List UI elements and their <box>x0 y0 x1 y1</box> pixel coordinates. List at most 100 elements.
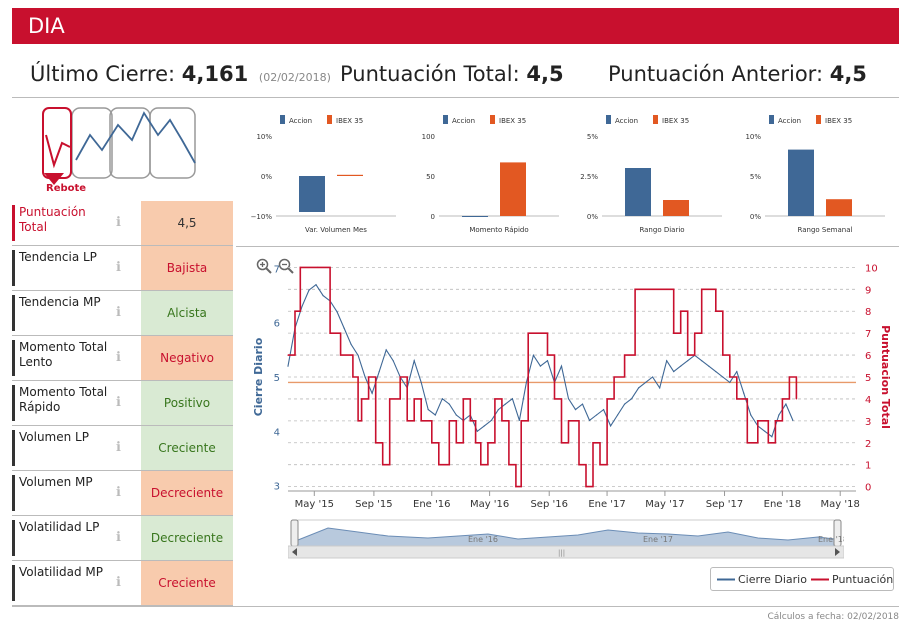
point-cierre <box>336 311 338 313</box>
indicator-label: Momento Total Rápido <box>12 385 112 421</box>
point-puntuacion <box>729 376 731 378</box>
y-tick-label: 5 <box>274 373 280 384</box>
mini-chart-volumen: Accion IBEX 35 10% 0% −10% Var. Volumen Mes <box>251 115 396 234</box>
previous-score: Puntuación Anterior: 4,5 <box>608 62 867 86</box>
point-cierre <box>574 408 577 411</box>
point-puntuacion <box>339 354 342 356</box>
point-cierre <box>764 430 766 432</box>
indicator-row: Momento Total Rápido ℹ Positivo <box>12 381 233 426</box>
mini-bar-ibex <box>337 174 363 176</box>
total-score-value: 4,5 <box>526 62 564 86</box>
point-cierre <box>602 408 605 411</box>
info-icon[interactable]: ℹ <box>116 530 121 545</box>
x-tick-label: Sep '15 <box>355 499 393 510</box>
mini-chart-title: Var. Volumen Mes <box>305 226 367 234</box>
indicator-list: Puntuación Total ℹ 4,5 Tendencia LP ℹ Bajista… <box>12 201 233 606</box>
point-puntuacion <box>613 376 615 378</box>
navigator-label: Ene '16 <box>468 535 498 544</box>
info-icon[interactable]: ℹ <box>116 395 121 410</box>
legend-ibex-label: IBEX 35 <box>662 117 689 125</box>
point-cierre <box>532 354 535 356</box>
indicator-value: Decreciente <box>141 516 233 560</box>
mini-y-tick: 5% <box>587 133 598 141</box>
x-tick-label: May '15 <box>295 499 334 510</box>
scroll-grip-icon[interactable]: ||| <box>558 549 565 557</box>
navigator-left-handle[interactable] <box>290 519 299 547</box>
legend-accion-swatch <box>280 115 285 124</box>
section-divider <box>236 246 899 247</box>
point-puntuacion <box>774 420 776 422</box>
point-cierre <box>301 305 303 308</box>
point-puntuacion <box>287 354 289 356</box>
point-cierre <box>581 403 584 405</box>
scroll-right-icon[interactable] <box>835 548 840 556</box>
previous-score-value: 4,5 <box>829 62 867 86</box>
point-puntuacion <box>480 464 482 466</box>
info-icon[interactable]: ℹ <box>116 305 121 320</box>
point-puntuacion <box>578 464 580 466</box>
point-puntuacion <box>599 464 601 466</box>
x-tick-label: May '18 <box>821 499 860 510</box>
zoom-out-icon[interactable] <box>278 258 294 274</box>
point-puntuacion <box>420 420 422 422</box>
point-puntuacion <box>592 442 594 444</box>
mini-bar-ibex <box>663 200 689 216</box>
info-icon[interactable]: ℹ <box>116 440 121 455</box>
y-axis-label: Cierre Diario <box>252 337 265 416</box>
point-puntuacion <box>431 442 433 444</box>
navigator-scrollbar[interactable] <box>288 545 844 559</box>
point-puntuacion <box>368 376 370 378</box>
mini-chart-title: Rango Diario <box>639 226 684 234</box>
mini-bar-accion <box>299 176 325 212</box>
point-puntuacion <box>448 420 450 422</box>
main-price-score-chart[interactable]: 0 1 2 3 4 5 6 7 8 9 10 3 4 5 6 7 Cierre Diario Puntuacion… <box>236 248 899 568</box>
mini-y-tick: 0% <box>261 173 272 181</box>
point-puntuacion <box>487 442 489 444</box>
point-cierre <box>287 365 289 367</box>
point-puntuacion <box>406 420 408 422</box>
point-cierre <box>616 414 619 416</box>
point-cierre <box>364 376 366 378</box>
mini-bar-ibex <box>500 162 526 216</box>
point-puntuacion <box>462 398 464 400</box>
x-tick-label: May '17 <box>645 499 684 510</box>
mini-y-tick: 0 <box>431 213 435 221</box>
legend-item-cierre[interactable]: Cierre Diario <box>738 573 807 586</box>
y2-tick-label: 5 <box>865 373 871 384</box>
mini-y-tick: 50 <box>426 173 435 181</box>
y-tick-label: 3 <box>274 482 280 493</box>
zoom-in-icon[interactable] <box>256 258 272 274</box>
info-icon[interactable]: ℹ <box>116 215 121 230</box>
range-navigator[interactable]: ||| Ene '16 Ene '17 Ene '18 <box>288 518 844 560</box>
info-icon[interactable]: ℹ <box>116 260 121 275</box>
point-cierre <box>609 425 612 427</box>
mini-bar-charts: Accion IBEX 35 10% 0% −10% Var. Volumen Mes A… <box>236 104 899 244</box>
point-puntuacion <box>361 398 363 400</box>
legend-item-puntuacion[interactable]: Puntuación <box>832 573 894 586</box>
y2-axis-label: Puntuacion Total <box>879 325 892 429</box>
legend-cierre-icon <box>717 578 735 581</box>
indicator-value: Alcista <box>141 291 233 335</box>
info-icon[interactable]: ℹ <box>116 575 121 590</box>
point-puntuacion <box>474 442 477 444</box>
legend-ibex-swatch <box>653 115 658 124</box>
last-close-value: 4,161 <box>181 62 249 86</box>
x-tick-label: Ene '17 <box>588 499 625 510</box>
y-tick-label: 7 <box>274 264 280 275</box>
scroll-left-icon[interactable] <box>292 548 297 556</box>
pattern-icon <box>42 107 196 185</box>
point-puntuacion <box>666 288 668 290</box>
point-cierre <box>785 403 787 405</box>
point-puntuacion <box>767 442 769 444</box>
point-cierre <box>343 327 345 329</box>
indicator-label: Volatilidad LP <box>12 520 112 556</box>
indicator-row: Volatilidad MP ℹ Creciente <box>12 561 233 606</box>
point-cierre <box>392 360 394 362</box>
point-puntuacion <box>329 332 331 334</box>
last-close-label: Último Cierre: <box>30 62 176 86</box>
point-puntuacion <box>781 398 783 400</box>
info-icon[interactable]: ℹ <box>116 350 121 365</box>
info-icon[interactable]: ℹ <box>116 485 121 500</box>
point-cierre <box>434 414 436 416</box>
legend-accion-swatch <box>443 115 448 124</box>
